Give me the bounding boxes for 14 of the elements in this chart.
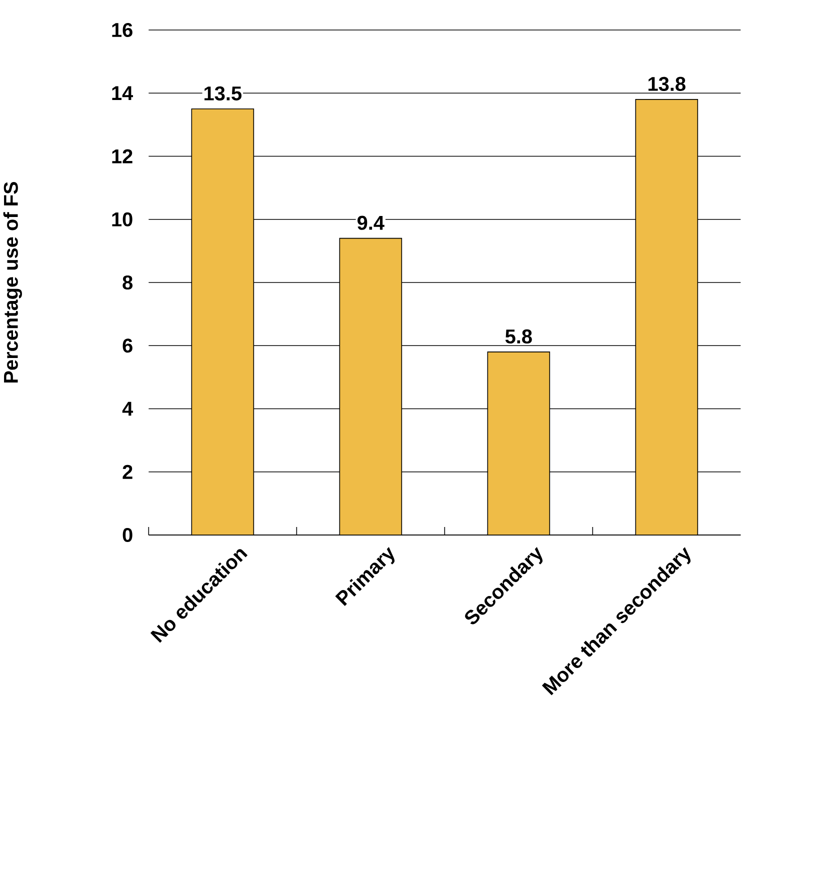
- data-label: 9.4: [358, 216, 385, 230]
- y-tick-label: 0: [123, 528, 132, 542]
- y-tick-label: 10: [112, 212, 132, 226]
- y-tick-label: 8: [122, 275, 133, 290]
- data-label: 13.8: [648, 76, 686, 92]
- data-label: 5.8: [506, 329, 532, 344]
- y-tick-label: 6: [122, 338, 133, 353]
- y-tick-label: 16: [112, 22, 133, 38]
- y-tick-label: 12: [112, 149, 132, 164]
- data-label: 13.5: [204, 86, 242, 100]
- y-axis-title: Percentage use of FS: [3, 182, 22, 382]
- y-tick-label: 14: [112, 86, 134, 100]
- y-tick-label: 2: [122, 464, 132, 479]
- y-tick-label: 4: [122, 402, 134, 416]
